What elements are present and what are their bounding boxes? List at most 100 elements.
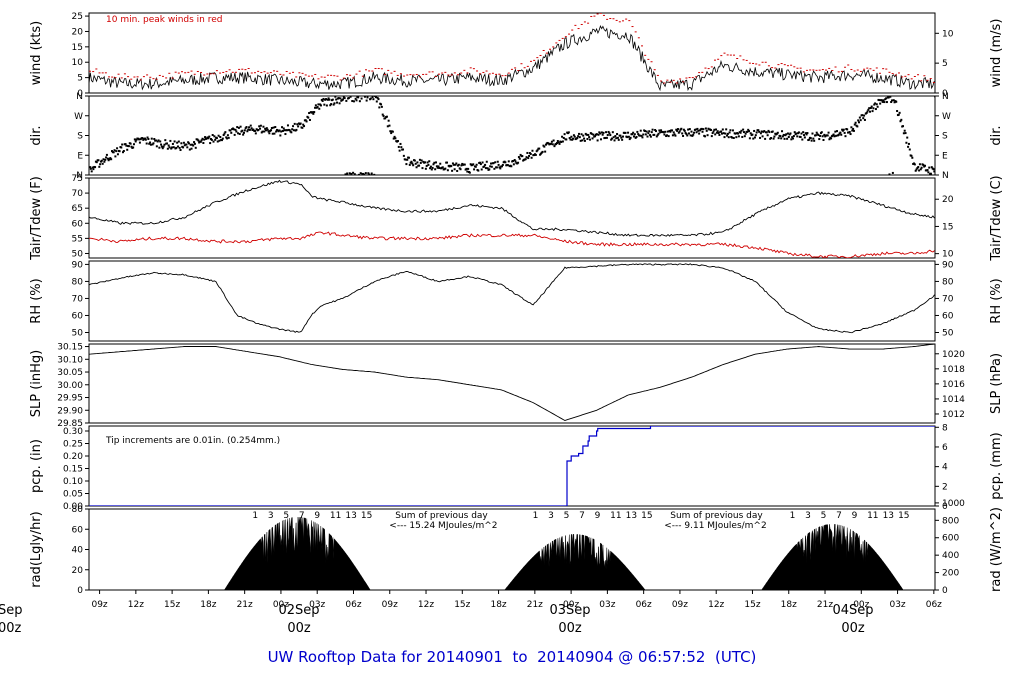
- direction-point: [700, 127, 703, 130]
- direction-point: [90, 170, 93, 173]
- direction-point: [182, 141, 185, 144]
- direction-point: [902, 132, 905, 135]
- peak-wind-mark: [266, 72, 269, 74]
- direction-point: [687, 132, 690, 135]
- solar-hour-mark: 15: [898, 511, 909, 521]
- direction-point: [229, 129, 232, 132]
- direction-point: [760, 130, 763, 133]
- direction-point: [737, 132, 740, 135]
- direction-point: [913, 163, 916, 166]
- direction-point: [900, 118, 903, 121]
- direction-point: [885, 101, 888, 104]
- peak-wind-mark: [542, 49, 545, 51]
- right-y-tick-label-wind: 10: [942, 29, 954, 39]
- direction-point: [891, 171, 894, 174]
- direction-point: [534, 153, 537, 156]
- peak-wind-mark: [196, 70, 199, 72]
- direction-point: [677, 131, 680, 134]
- footer-end-date: 20140904: [537, 648, 614, 666]
- direction-point: [414, 162, 417, 165]
- right-y-tick-label-dir: W: [942, 112, 951, 122]
- peak-wind-mark: [752, 62, 755, 64]
- peak-wind-mark: [247, 67, 250, 69]
- peak-wind-mark: [783, 64, 786, 66]
- direction-point: [716, 130, 719, 133]
- direction-point: [895, 100, 898, 103]
- direction-point: [576, 136, 579, 139]
- right-y-axis-label-wind: wind (m/s): [989, 19, 1004, 88]
- peak-wind-mark: [260, 72, 263, 74]
- direction-point: [647, 132, 650, 135]
- direction-point: [610, 137, 613, 140]
- direction-point: [880, 99, 883, 102]
- direction-point: [674, 134, 677, 137]
- direction-point: [327, 97, 330, 100]
- direction-point: [187, 142, 190, 145]
- y-tick-label-rh: 60: [72, 311, 84, 321]
- direction-point: [830, 137, 833, 140]
- peak-wind-mark: [431, 71, 434, 73]
- direction-point: [924, 164, 927, 167]
- panel-frame-wind: [88, 12, 936, 94]
- peak-wind-mark: [517, 70, 520, 72]
- direction-point: [398, 149, 401, 152]
- direction-point: [567, 131, 570, 134]
- direction-point: [592, 133, 595, 136]
- direction-point: [933, 170, 935, 173]
- right-y-tick-label-rh: 80: [942, 277, 954, 287]
- y-tick-label-wind: 10: [72, 58, 84, 68]
- direction-point: [173, 140, 176, 143]
- direction-point: [126, 148, 129, 151]
- peak-wind-mark: [599, 13, 602, 14]
- direction-point: [577, 135, 580, 138]
- direction-point: [404, 158, 407, 161]
- peak-wind-mark: [856, 69, 859, 71]
- direction-point: [834, 130, 837, 133]
- direction-point: [424, 167, 427, 170]
- peak-wind-mark: [136, 76, 139, 78]
- direction-point: [454, 163, 457, 166]
- direction-point: [280, 130, 283, 133]
- direction-point: [226, 137, 229, 140]
- direction-point: [168, 146, 171, 149]
- direction-point: [560, 141, 563, 144]
- direction-point: [672, 131, 675, 134]
- direction-point: [97, 159, 100, 162]
- direction-point: [426, 161, 429, 164]
- y-tick-label-pcp: 0.20: [63, 452, 83, 462]
- direction-point: [162, 145, 165, 148]
- direction-point: [169, 139, 172, 142]
- peak-wind-mark: [104, 72, 107, 74]
- direction-point: [230, 131, 233, 134]
- peak-wind-mark: [365, 69, 368, 71]
- direction-point: [444, 167, 447, 170]
- peak-wind-mark: [866, 67, 869, 69]
- peak-wind-mark: [453, 72, 456, 74]
- y-tick-label-tair_tdew: 75: [72, 174, 83, 184]
- direction-point: [771, 130, 774, 133]
- direction-point: [689, 134, 692, 137]
- direction-point: [525, 156, 528, 159]
- direction-point: [432, 163, 435, 166]
- direction-point: [616, 136, 619, 139]
- time-tick-label: 15z: [744, 600, 760, 610]
- direction-point: [788, 133, 791, 136]
- peak-wind-mark: [425, 73, 428, 75]
- direction-point: [615, 137, 618, 140]
- day-label-date: 02Sep: [278, 603, 319, 618]
- direction-point: [664, 130, 667, 133]
- direction-point: [353, 173, 356, 175]
- peak-wind-mark: [495, 73, 498, 75]
- direction-point: [429, 167, 432, 170]
- time-tick-label: 03z: [889, 600, 905, 610]
- direction-point: [596, 139, 599, 142]
- peak-wind-mark: [177, 72, 180, 74]
- direction-point: [927, 171, 930, 174]
- right-y-tick-label-tair_tdew: 10: [942, 250, 954, 260]
- peak-wind-mark: [409, 74, 412, 76]
- peak-wind-mark: [713, 59, 716, 61]
- wind-series-line: [89, 25, 935, 92]
- direction-point: [499, 167, 502, 170]
- peak-wind-mark: [710, 66, 713, 68]
